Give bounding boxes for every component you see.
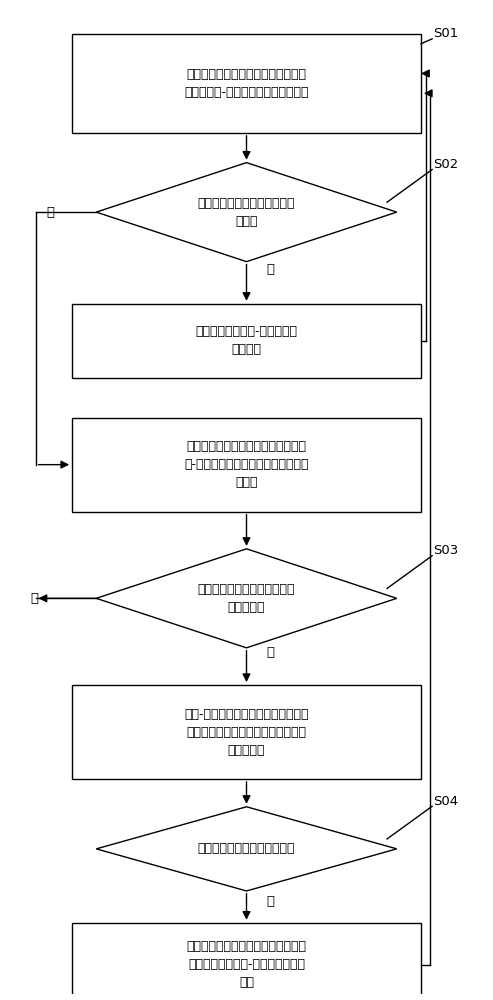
Text: S04: S04 [433,795,458,808]
Text: 整车控制器控制高压继电器闭合，直
流-直流转换器进行高压供电，给蓄电
池充电: 整车控制器控制高压继电器闭合，直 流-直流转换器进行高压供电，给蓄电 池充电 [184,440,309,489]
Text: 是: 是 [266,895,274,908]
Polygon shape [96,807,397,891]
Text: S01: S01 [433,27,458,40]
Text: 是: 是 [266,646,274,659]
Text: 是: 是 [46,206,54,219]
Text: 否: 否 [266,263,274,276]
Text: 整车控制器控制高压继电器闭断开，
整车控制器和直流-直流转换器低压
下电: 整车控制器控制高压继电器闭断开， 整车控制器和直流-直流转换器低压 下电 [186,940,307,989]
Text: 高压供电的电压小于动力电池
的欠压限值: 高压供电的电压小于动力电池 的欠压限值 [198,583,295,614]
Polygon shape [96,549,397,648]
Text: 直流-直流转换器禁止工作，整车控制
器控制高压继电器断开，且整车控制
器低压下电: 直流-直流转换器禁止工作，整车控制 器控制高压继电器断开，且整车控制 器低压下电 [184,708,309,757]
Text: 整车控制器和直流-直流转换器
低压下电: 整车控制器和直流-直流转换器 低压下电 [196,325,297,356]
Text: S02: S02 [433,158,458,171]
Polygon shape [96,163,397,262]
Text: 否: 否 [31,592,39,605]
Text: 整车下电后静置时长超过静置时长阈
值时，直流-直流转换器进行低压供电: 整车下电后静置时长超过静置时长阈 值时，直流-直流转换器进行低压供电 [184,68,309,99]
FancyBboxPatch shape [72,304,421,378]
Text: 充电电流值小于充满电流阈值: 充电电流值小于充满电流阈值 [198,842,295,855]
Text: S03: S03 [433,544,458,557]
FancyBboxPatch shape [72,685,421,779]
FancyBboxPatch shape [72,34,421,133]
Text: 低压供电的电压小于蓄电池低
压限值: 低压供电的电压小于蓄电池低 压限值 [198,197,295,228]
FancyBboxPatch shape [72,923,421,1000]
FancyBboxPatch shape [72,418,421,512]
